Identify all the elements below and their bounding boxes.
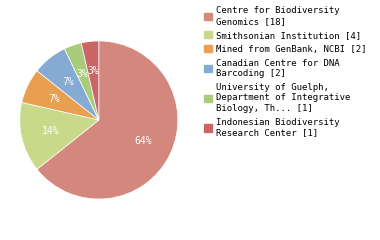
Wedge shape (37, 49, 99, 120)
Wedge shape (37, 41, 178, 199)
Legend: Centre for Biodiversity
Genomics [18], Smithsonian Institution [4], Mined from G: Centre for Biodiversity Genomics [18], S… (202, 5, 368, 139)
Wedge shape (65, 43, 99, 120)
Text: 3%: 3% (87, 66, 99, 76)
Text: 7%: 7% (62, 77, 74, 87)
Wedge shape (81, 41, 99, 120)
Wedge shape (22, 71, 99, 120)
Text: 3%: 3% (77, 69, 89, 79)
Wedge shape (20, 102, 99, 169)
Text: 64%: 64% (134, 136, 152, 146)
Text: 7%: 7% (49, 94, 60, 104)
Text: 14%: 14% (42, 126, 60, 136)
